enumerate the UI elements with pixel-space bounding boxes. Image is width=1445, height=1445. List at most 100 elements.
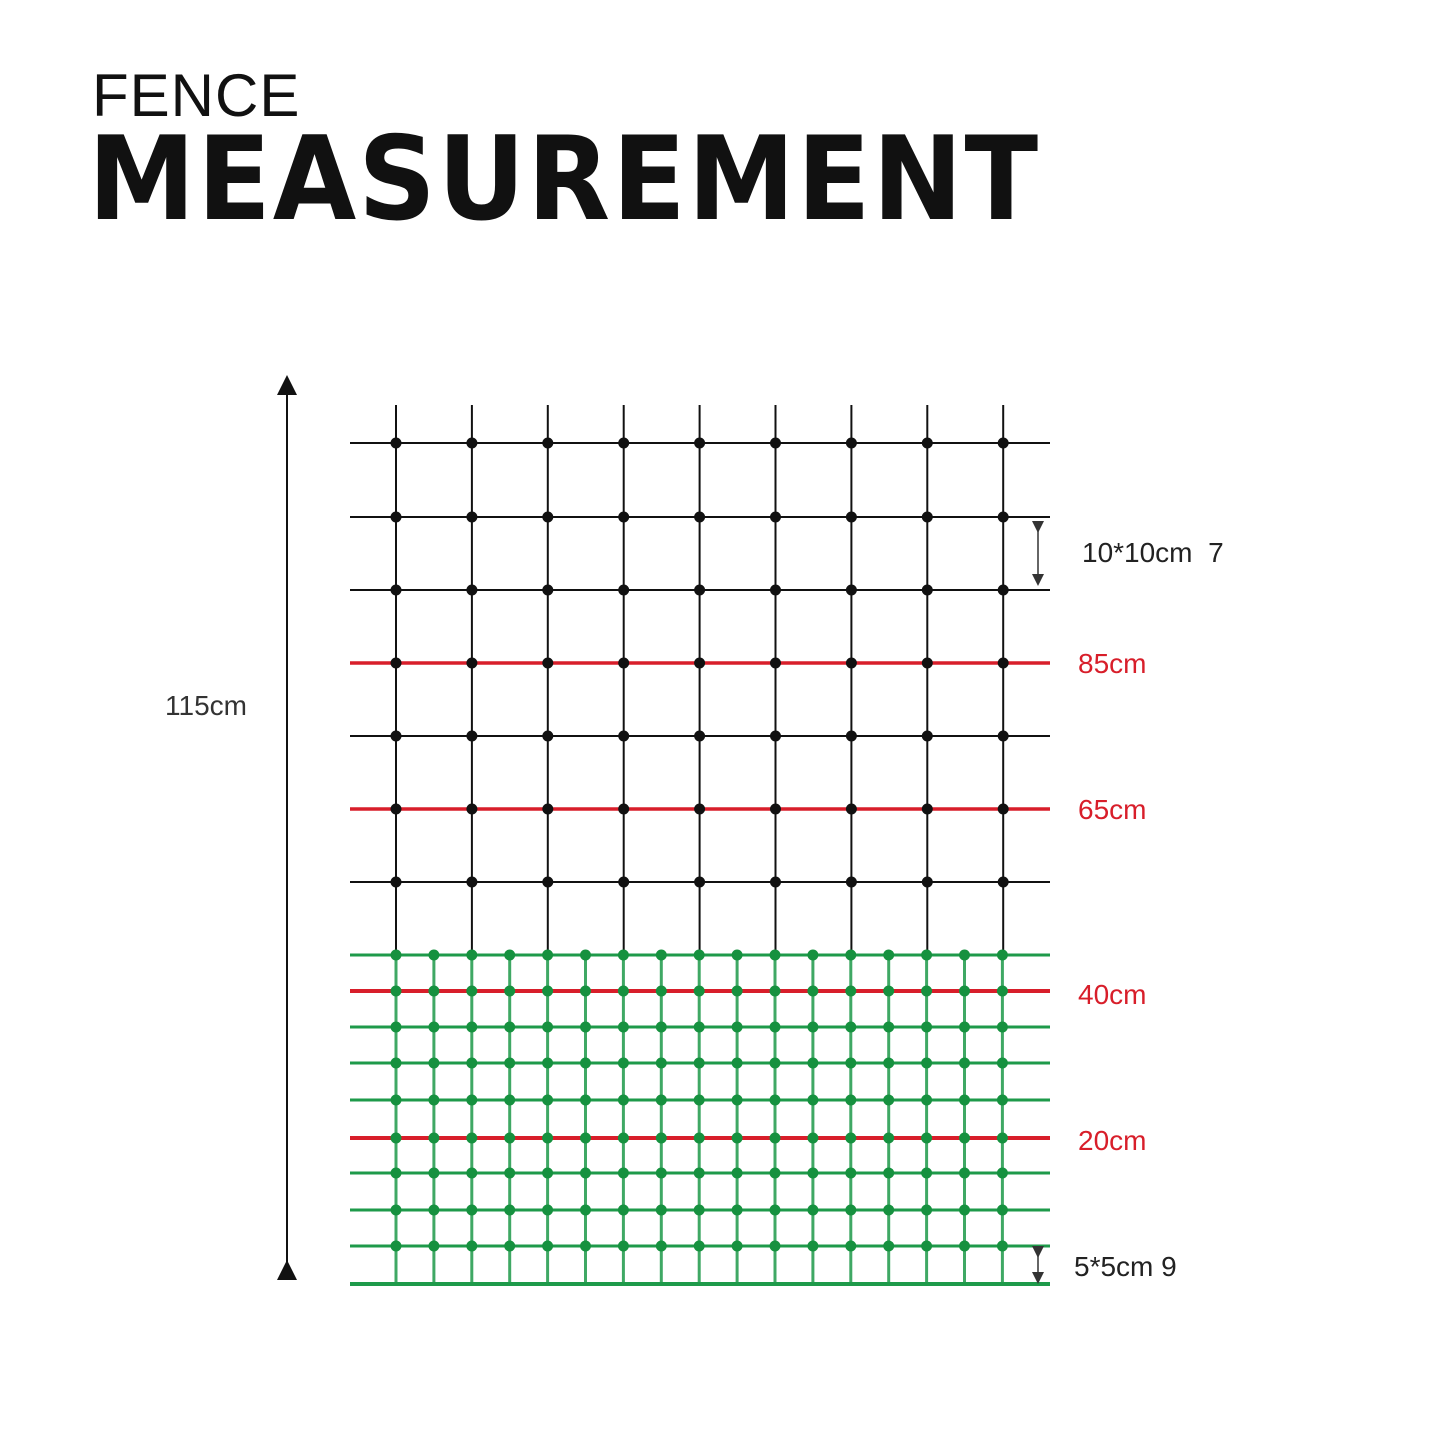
lower-mesh-knot (883, 1204, 895, 1216)
lower-mesh-knot (655, 1132, 667, 1144)
lower-mesh-knot (883, 1240, 895, 1252)
lower-mesh-knot (693, 985, 705, 997)
lower-mesh-knot (769, 1021, 781, 1033)
upper-mesh-knot (466, 876, 478, 888)
lower-mesh-knot (845, 1057, 857, 1069)
upper-mesh-knot (921, 511, 933, 523)
lower-mesh-knot (504, 1094, 516, 1106)
lower-mesh-knot (504, 1057, 516, 1069)
lower-mesh-knot (959, 949, 970, 961)
upper-mesh-knot (466, 584, 478, 596)
lower-mesh-knot (617, 985, 629, 997)
upper-mesh-knot (542, 803, 554, 815)
lower-mesh-knot (959, 1240, 970, 1252)
lower-mesh-knot (807, 1204, 819, 1216)
lower-mesh-knot (390, 1094, 402, 1106)
upper-mesh-knot (921, 803, 933, 815)
lower-mesh-knot (390, 1240, 402, 1252)
upper-mesh-knot (618, 876, 630, 888)
upper-mesh-knot (997, 876, 1009, 888)
lower-mesh-knot (769, 949, 781, 961)
lower-mesh-knot (617, 1167, 629, 1179)
lower-mesh-knot (731, 949, 743, 961)
lower-mesh-knot (769, 1240, 781, 1252)
upper-mesh-knot (618, 511, 630, 523)
lower-mesh-knot (580, 949, 591, 961)
lower-mesh-knot (504, 949, 516, 961)
lower-mesh-knot (466, 1240, 478, 1252)
lower-mesh-knot (504, 1132, 516, 1144)
upper-mesh-knot (466, 730, 478, 742)
upper-mesh-knot (845, 803, 857, 815)
upper-mesh-knot (694, 437, 706, 449)
lower-mesh-knot (845, 949, 857, 961)
total-height-label: 115cm (165, 690, 247, 721)
lower-mesh-label: 5*5cm 9 (1074, 1251, 1177, 1282)
lower-mesh-knot (428, 1204, 440, 1216)
upper-mesh-knot (694, 511, 706, 523)
lower-mesh-knot (959, 1167, 970, 1179)
lower-mesh-knot (542, 1240, 554, 1252)
lower-mesh-knot (504, 1204, 516, 1216)
lower-mesh-knot (769, 1167, 781, 1179)
lower-mesh-knot (693, 1167, 705, 1179)
lower-mesh-knot (466, 985, 478, 997)
upper-mesh-knot (390, 511, 402, 523)
upper-mesh-knot (618, 730, 630, 742)
lower-mesh-knot (428, 1132, 440, 1144)
upper-mesh-knot (542, 584, 554, 596)
lower-mesh-knot (580, 1240, 591, 1252)
upper-mesh-knot (542, 876, 554, 888)
lower-mesh-knot (807, 1021, 819, 1033)
lower-mesh-knot (921, 1132, 933, 1144)
lower-mesh-knot (693, 1204, 705, 1216)
upper-mesh-knot (618, 437, 630, 449)
lower-mesh-knot (390, 1132, 402, 1144)
lower-mesh-knot (504, 1167, 516, 1179)
lower-mesh-knot (883, 949, 895, 961)
lower-mesh-knot (845, 1094, 857, 1106)
lower-mesh-knot (428, 1240, 440, 1252)
lower-mesh-knot (655, 1240, 667, 1252)
upper-mesh-knot (390, 657, 402, 669)
lower-mesh-knot (580, 1021, 591, 1033)
lower-mesh-knot (466, 1132, 478, 1144)
upper-mesh-knot (845, 511, 857, 523)
upper-mesh-knot (845, 584, 857, 596)
lower-mesh-knot (845, 1021, 857, 1033)
lower-mesh-knot (390, 985, 402, 997)
lower-mesh-knot (996, 1057, 1008, 1069)
upper-mesh-knot (618, 803, 630, 815)
lower-mesh-knot (617, 1057, 629, 1069)
lower-mesh-knot (731, 1204, 743, 1216)
upper-mesh-knot (921, 730, 933, 742)
lower-mesh-knot (504, 985, 516, 997)
lower-mesh-knot (580, 1094, 591, 1106)
lower-mesh-knot (921, 1021, 933, 1033)
lower-mesh-knot (959, 1094, 970, 1106)
upper-mesh-knot (542, 437, 554, 449)
lower-mesh-knot (845, 1132, 857, 1144)
upper-mesh-knot (845, 730, 857, 742)
wire-label-40: 40cm (1078, 979, 1146, 1010)
lower-mesh-knot (996, 1167, 1008, 1179)
lower-mesh-knot (845, 1240, 857, 1252)
lower-mesh-knot (466, 1057, 478, 1069)
upper-mesh-knot (618, 584, 630, 596)
lower-mesh-knot (428, 949, 440, 961)
upper-mesh-knot (390, 437, 402, 449)
lower-mesh-knot (769, 1057, 781, 1069)
lower-mesh-knot (996, 1094, 1008, 1106)
lower-mesh-knot (617, 1094, 629, 1106)
upper-mesh-knot (997, 803, 1009, 815)
upper-mesh-knot (770, 657, 781, 669)
wire-label-85: 85cm (1078, 648, 1146, 679)
title-line-1: FENCE (92, 62, 301, 129)
lower-mesh-knot (428, 1167, 440, 1179)
lower-mesh-knot (731, 1132, 743, 1144)
upper-mesh-knot (997, 730, 1009, 742)
lower-mesh-knot (921, 1204, 933, 1216)
upper-mesh-knot (845, 657, 857, 669)
wire-label-20: 20cm (1078, 1125, 1146, 1156)
